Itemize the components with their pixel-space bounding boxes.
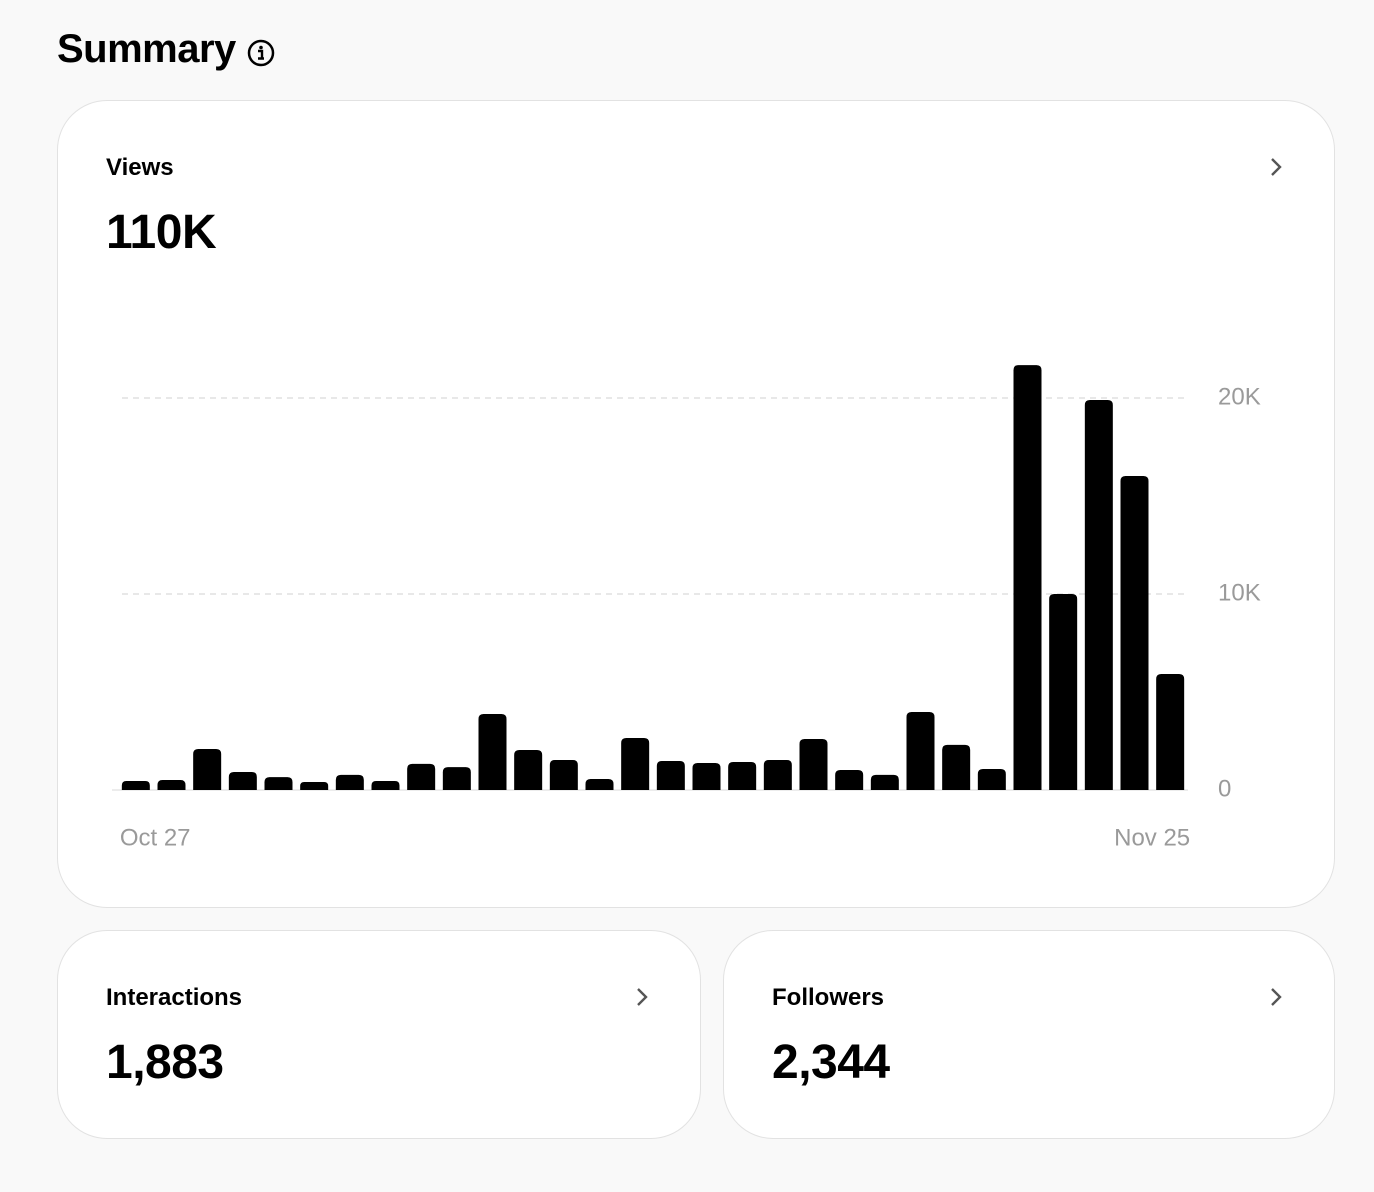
interactions-card[interactable]: Interactions 1,883: [57, 930, 701, 1139]
card-value: 2,344: [772, 1036, 890, 1089]
bar: [549, 760, 578, 790]
bar: [656, 760, 685, 790]
bar: [1156, 673, 1185, 790]
section-title: Summary: [57, 27, 236, 71]
chevron: [637, 988, 648, 1006]
bar: [407, 763, 436, 790]
bar: [193, 749, 222, 790]
chevron: [1271, 988, 1282, 1006]
bar: [300, 781, 329, 790]
bar: [835, 770, 864, 790]
bar: [692, 762, 721, 790]
followers-card[interactable]: Followers 2,344: [723, 930, 1335, 1139]
bar: [1120, 476, 1149, 790]
bar: [870, 774, 899, 790]
bar: [1013, 365, 1042, 790]
bar: [121, 780, 150, 790]
views-chart: 0 10K 20K Oct 27 Nov 25: [112, 365, 1261, 851]
bar: [264, 777, 293, 790]
bar: [621, 738, 650, 790]
bar: [906, 711, 935, 790]
bar: [478, 713, 507, 790]
bar: [228, 771, 257, 790]
card-value: 110K: [106, 206, 217, 259]
bar: [442, 767, 471, 790]
bar: [585, 779, 614, 790]
bar: [157, 780, 186, 790]
bar: [371, 780, 400, 790]
bar: [763, 760, 792, 790]
bar: [1084, 399, 1113, 790]
x-tick-label: Oct 27: [120, 824, 191, 851]
card-label: Views: [106, 154, 174, 181]
bar: [942, 744, 971, 790]
card-label: Interactions: [106, 984, 243, 1011]
y-tick-label: 0: [1218, 775, 1231, 802]
y-tick-label: 20K: [1218, 383, 1261, 410]
card-value: 1,883: [106, 1036, 224, 1089]
bar: [728, 761, 757, 790]
bar: [514, 750, 543, 790]
bar: [335, 774, 364, 790]
info-icon[interactable]: [247, 39, 275, 67]
x-tick-label: Nov 25: [1114, 824, 1190, 851]
bar: [1049, 594, 1078, 790]
chevron: [1271, 158, 1282, 176]
y-tick-label: 10K: [1218, 579, 1261, 606]
bar: [799, 739, 828, 790]
bar: [977, 769, 1006, 790]
card-label: Followers: [772, 984, 885, 1011]
